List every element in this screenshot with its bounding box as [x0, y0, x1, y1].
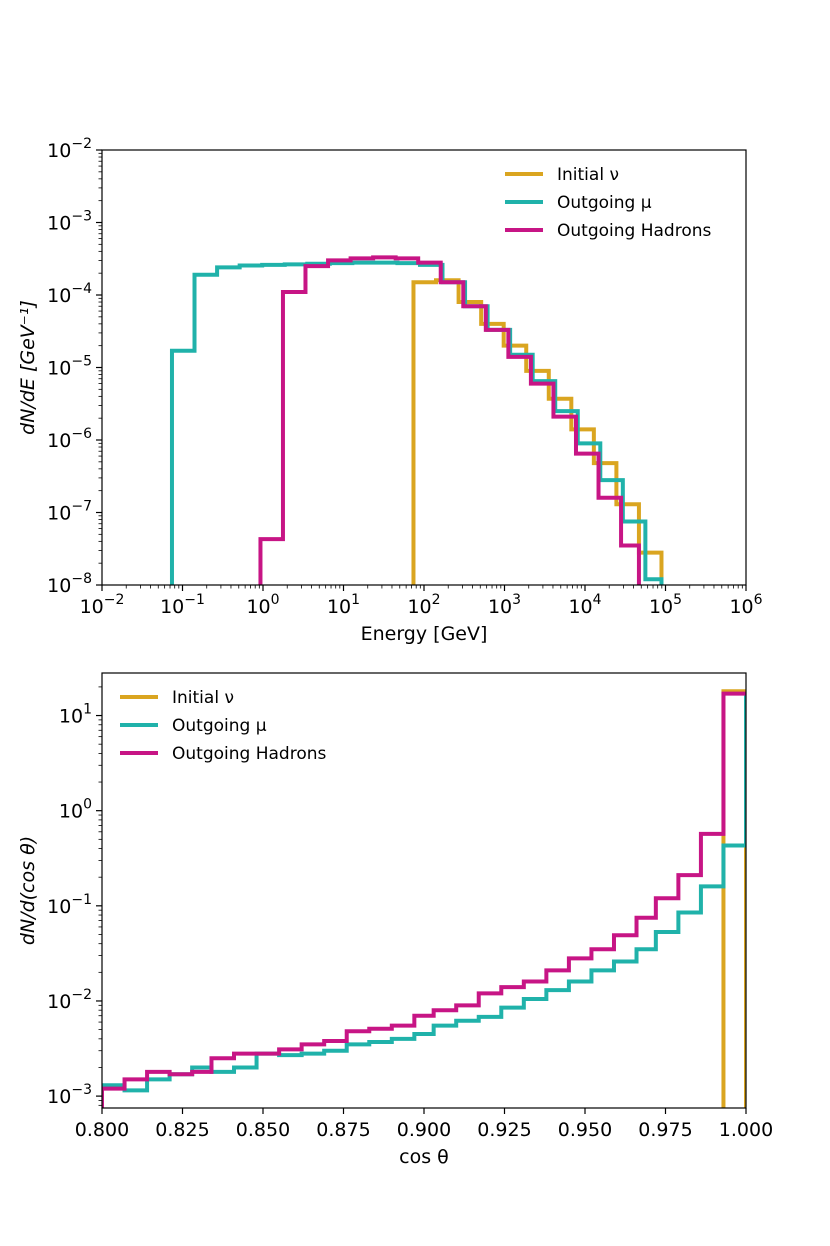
series-group — [102, 689, 746, 1108]
legend-label: Outgoing Hadrons — [557, 221, 711, 241]
y-tick-label: 10−3 — [47, 1082, 92, 1108]
y-tick-label: 10−6 — [47, 426, 92, 452]
x-tick-label: 103 — [488, 592, 521, 618]
legend-label: Initial ν — [172, 688, 234, 708]
x-tick-label: 0.900 — [397, 1119, 451, 1141]
x-tick-label: 0.875 — [316, 1119, 370, 1141]
y-tick-label: 10−4 — [47, 281, 92, 307]
x-tick-label: 0.975 — [638, 1119, 692, 1141]
plot-frame — [101, 672, 747, 1109]
series-line-outgoing-hadrons — [258, 255, 641, 585]
x-tick-label: 100 — [246, 592, 279, 618]
series-line-outgoing- — [102, 693, 746, 1108]
y-tick-label: 10−2 — [47, 136, 92, 162]
plot-frame — [101, 149, 747, 586]
series-group — [169, 255, 664, 585]
legend-label: Outgoing μ — [172, 716, 267, 736]
legend: Initial ν Outgoing μ Outgoing Hadrons — [120, 688, 326, 764]
legend: Initial ν Outgoing μ Outgoing Hadrons — [505, 165, 711, 241]
y-axis-title: dN/d(cos θ) — [17, 836, 39, 945]
x-tick-label: 0.850 — [236, 1119, 290, 1141]
y-tick-label: 101 — [59, 702, 92, 728]
chart-2: 0.800 0.825 0.850 0.875 0.900 0.925 0.950 0.975… — [17, 672, 773, 1168]
y-axis-title: dN/dE [GeV⁻¹] — [17, 300, 39, 435]
x-tick-label: 102 — [407, 592, 440, 618]
x-tick-label: 104 — [568, 592, 601, 618]
x-tick-label: 105 — [649, 592, 682, 618]
series-line-outgoing-hadrons — [102, 691, 746, 1108]
x-tick-label: 106 — [729, 592, 762, 618]
y-tick-label: 100 — [59, 797, 92, 823]
y-tick-label: 10−1 — [47, 892, 92, 918]
x-tick-label: 0.950 — [558, 1119, 612, 1141]
x-tick-label: 1.000 — [719, 1119, 773, 1141]
y-tick-label: 10−3 — [47, 209, 92, 235]
series-line-initial- — [721, 689, 746, 1108]
x-tick-label: 101 — [327, 592, 360, 618]
legend-label: Outgoing μ — [557, 193, 652, 213]
y-tick-label: 10−7 — [47, 499, 92, 525]
x-tick-label: 10−1 — [160, 592, 205, 618]
legend-label: Initial ν — [557, 165, 619, 185]
y-tick-label: 10−5 — [47, 354, 92, 380]
x-tick-label: 10−2 — [80, 592, 125, 618]
legend-label: Outgoing Hadrons — [172, 744, 326, 764]
y-tick-label: 10−8 — [47, 571, 92, 597]
x-axis-title: cos θ — [399, 1146, 449, 1168]
chart-1: 10−2 10−1 100 101 102 103 104 105 106 10−8 10−7 10−… — [17, 136, 763, 645]
x-tick-label: 0.825 — [155, 1119, 209, 1141]
x-tick-label: 0.800 — [75, 1119, 129, 1141]
y-tick-label: 10−2 — [47, 987, 92, 1013]
series-line-initial- — [411, 278, 664, 585]
series-line-outgoing- — [169, 260, 664, 585]
x-tick-label: 0.925 — [477, 1119, 531, 1141]
x-axis-title: Energy [GeV] — [361, 623, 488, 645]
